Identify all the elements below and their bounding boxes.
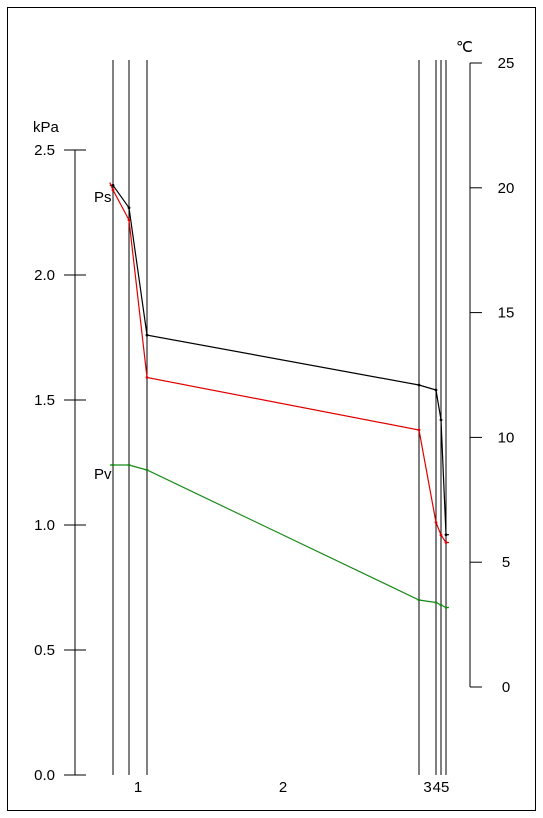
series-point [145, 468, 149, 472]
series-point [444, 533, 448, 537]
series-point [417, 383, 421, 387]
ps-series-label: Ps [94, 189, 112, 206]
series-point [127, 218, 131, 222]
series-point [127, 463, 131, 467]
series-line [109, 182, 449, 544]
left-axis-tick-label: 1.5 [34, 392, 55, 409]
layer-label: 1 [134, 779, 142, 796]
right-axis-tick-label: 15 [498, 305, 515, 322]
series-point [444, 606, 448, 609]
layer-labels: 1 2 3 45 [134, 779, 450, 796]
series-point [145, 333, 149, 337]
series-point [417, 428, 421, 432]
right-axis-tick-label: 10 [498, 429, 515, 446]
right-axis-tick-label: 5 [502, 554, 510, 571]
right-axis-unit: ℃ [456, 39, 473, 56]
layer-boundary-lines [112, 60, 447, 775]
right-axis: 0 5 10 15 20 25 [469, 55, 515, 696]
layer-label: 45 [433, 779, 450, 796]
series-point [439, 533, 443, 537]
series-line [109, 184, 449, 536]
left-axis-tick-label: 2.5 [34, 142, 55, 159]
left-axis-tick-label: 2.0 [34, 267, 55, 284]
series-point [439, 603, 443, 607]
right-axis-tick-label: 25 [498, 55, 515, 72]
layer-label: 2 [279, 779, 287, 796]
left-axis-tick-label: 0.5 [34, 642, 55, 659]
series-point [434, 601, 438, 604]
series-line [109, 464, 449, 609]
series-point [444, 541, 448, 544]
pv-series-label: Pv [94, 466, 112, 483]
left-axis: 0.0 0.5 1.0 1.5 2.0 2.5 [34, 142, 86, 784]
series-point [111, 463, 115, 467]
right-axis-tick-label: 20 [498, 180, 515, 197]
series-point [434, 388, 438, 392]
series-point [417, 598, 421, 602]
series-point [434, 521, 438, 524]
series-point [127, 206, 131, 210]
left-axis-unit: kPa [33, 119, 60, 136]
series-point [111, 183, 115, 187]
left-axis-tick-label: 0.0 [34, 767, 55, 784]
left-axis-tick-label: 1.0 [34, 517, 55, 534]
data-series [109, 182, 449, 609]
series-point [145, 376, 149, 379]
layer-label: 3 [423, 779, 431, 796]
series-point [111, 188, 115, 192]
right-axis-tick-label: 0 [502, 679, 510, 696]
series-point [439, 418, 443, 422]
chart-frame [7, 7, 536, 811]
